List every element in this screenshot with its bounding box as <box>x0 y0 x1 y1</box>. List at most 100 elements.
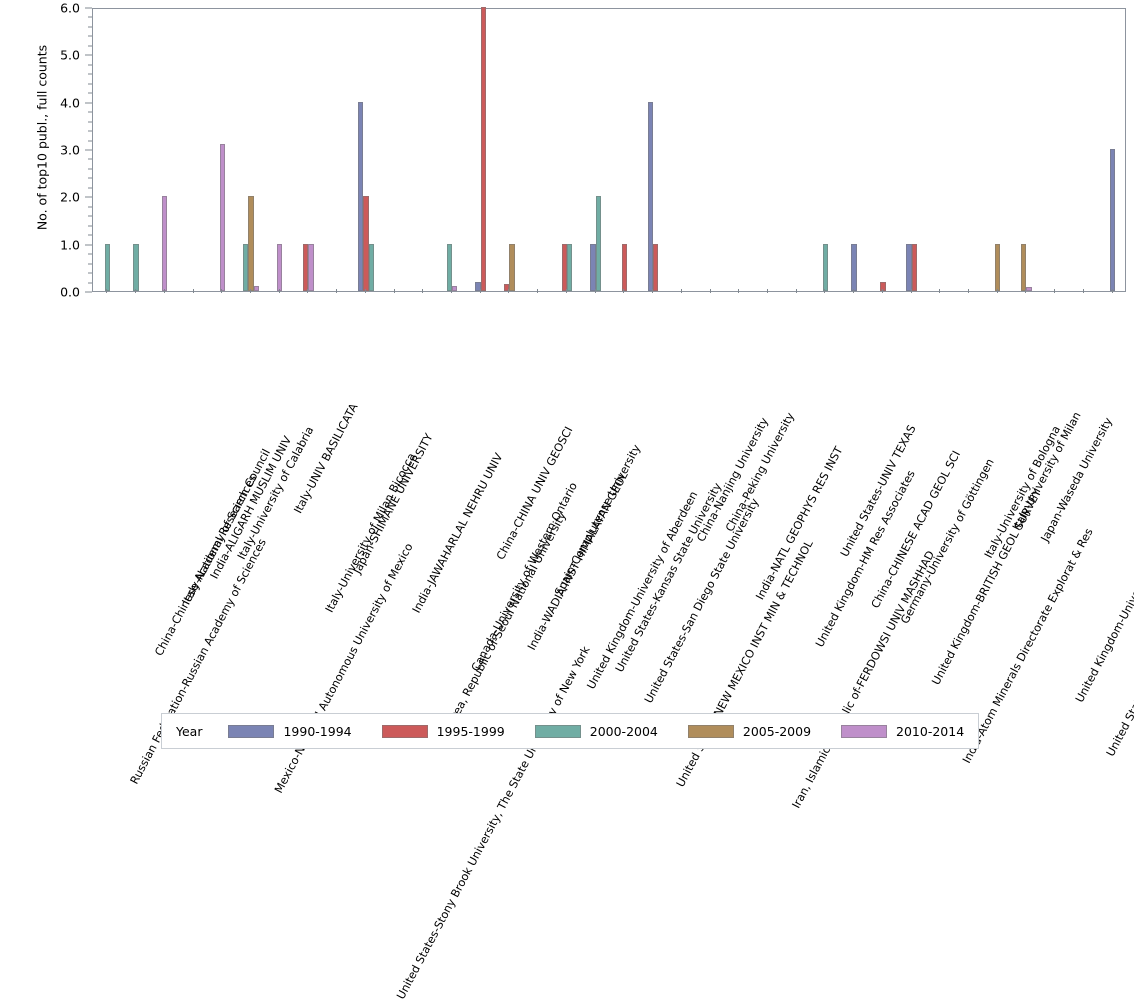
x-tick <box>566 289 567 293</box>
legend[interactable]: Year 1990-1994 1995-1999 2000-2004 2005-200… <box>161 713 979 749</box>
legend-label: 2000-2004 <box>590 724 658 739</box>
x-tick <box>767 289 768 293</box>
x-tick <box>997 289 998 293</box>
x-tick-label-text: Italy-University of Milan <box>1010 410 1084 533</box>
x-tick <box>365 289 366 293</box>
y-tick-major <box>85 150 92 151</box>
x-tick <box>623 289 624 293</box>
legend-entries: 1990-1994 1995-1999 2000-2004 2005-2009 2010… <box>228 724 994 739</box>
y-tick-label: 5.0 <box>60 48 80 63</box>
plot-area <box>92 8 1126 292</box>
x-tick <box>106 289 107 293</box>
legend-entry[interactable]: 1995-1999 <box>382 724 505 739</box>
legend-label: 2005-2009 <box>743 724 811 739</box>
bar <box>823 244 828 291</box>
legend-swatch <box>841 725 887 738</box>
x-tick <box>939 289 940 293</box>
bar <box>912 244 917 291</box>
x-tick <box>738 289 739 293</box>
legend-swatch <box>228 725 274 738</box>
bar <box>447 244 452 291</box>
bar <box>1110 149 1115 291</box>
x-tick <box>652 289 653 293</box>
legend-entry[interactable]: 2005-2009 <box>688 724 811 739</box>
bar <box>452 286 457 291</box>
x-tick <box>710 289 711 293</box>
x-tick <box>1083 289 1084 293</box>
bar <box>509 244 514 291</box>
y-tick-major <box>85 8 92 9</box>
legend-swatch <box>688 725 734 738</box>
x-tick <box>250 289 251 293</box>
y-tick-label: 0.0 <box>60 285 80 300</box>
bar <box>481 7 486 291</box>
x-tick-label-text: United States-Stony Brook University, Th… <box>394 644 592 1001</box>
legend-entry[interactable]: 2010-2014 <box>841 724 964 739</box>
x-tick <box>911 289 912 293</box>
bar-series-container <box>93 9 1125 291</box>
x-tick <box>681 289 682 293</box>
x-tick <box>595 289 596 293</box>
y-tick-major <box>85 244 92 245</box>
x-tick <box>394 289 395 293</box>
x-tick-label-text: India-JAWAHARLAL NEHRU UNIV <box>410 451 506 615</box>
bar <box>653 244 658 291</box>
bar <box>1021 244 1026 291</box>
bar <box>1026 287 1031 291</box>
bar <box>567 244 572 291</box>
x-tick <box>824 289 825 293</box>
bar <box>133 244 138 291</box>
x-tick <box>853 289 854 293</box>
x-tick <box>882 289 883 293</box>
bar <box>220 144 225 291</box>
y-tick-major <box>85 102 92 103</box>
legend-entry[interactable]: 1990-1994 <box>228 724 351 739</box>
x-tick <box>135 289 136 293</box>
legend-swatch <box>535 725 581 738</box>
y-tick-major <box>85 197 92 198</box>
x-tick-label-text: United States-NEW MEXICO INST MIN & TECH… <box>674 538 816 789</box>
x-tick <box>508 289 509 293</box>
x-tick <box>307 289 308 293</box>
legend-swatch <box>382 725 428 738</box>
legend-label: 1990-1994 <box>283 724 351 739</box>
x-tick <box>164 289 165 293</box>
bar <box>254 286 259 291</box>
x-tick <box>968 289 969 293</box>
x-tick <box>279 289 280 293</box>
bar <box>248 196 253 291</box>
y-tick-label: 6.0 <box>60 1 80 16</box>
y-tick-label: 3.0 <box>60 143 80 158</box>
legend-label: 2010-2014 <box>896 724 964 739</box>
bar <box>277 244 282 291</box>
bar <box>105 244 110 291</box>
bar <box>851 244 856 291</box>
x-tick <box>480 289 481 293</box>
bar <box>995 244 1000 291</box>
x-tick-label: India-JAWAHARLAL NEHRU UNIV <box>494 293 590 457</box>
x-tick <box>422 289 423 293</box>
y-tick-label: 1.0 <box>60 237 80 252</box>
y-tick-major <box>85 55 92 56</box>
x-tick <box>221 289 222 293</box>
x-axis-labels: Russian Federation-Russian Academy of Sc… <box>92 293 1126 693</box>
x-tick <box>193 289 194 293</box>
bar <box>622 244 627 291</box>
legend-entry[interactable]: 2000-2004 <box>535 724 658 739</box>
y-tick-label: 4.0 <box>60 95 80 110</box>
x-tick <box>1025 289 1026 293</box>
x-tick <box>451 289 452 293</box>
x-tick <box>537 289 538 293</box>
legend-title: Year <box>176 724 202 739</box>
y-tick-label: 2.0 <box>60 190 80 205</box>
legend-label: 1995-1999 <box>437 724 505 739</box>
bar <box>162 196 167 291</box>
x-tick <box>336 289 337 293</box>
y-tick-major <box>85 292 92 293</box>
bar <box>369 244 374 291</box>
x-tick <box>796 289 797 293</box>
bar <box>308 244 313 291</box>
x-tick <box>1054 289 1055 293</box>
bar <box>596 196 601 291</box>
